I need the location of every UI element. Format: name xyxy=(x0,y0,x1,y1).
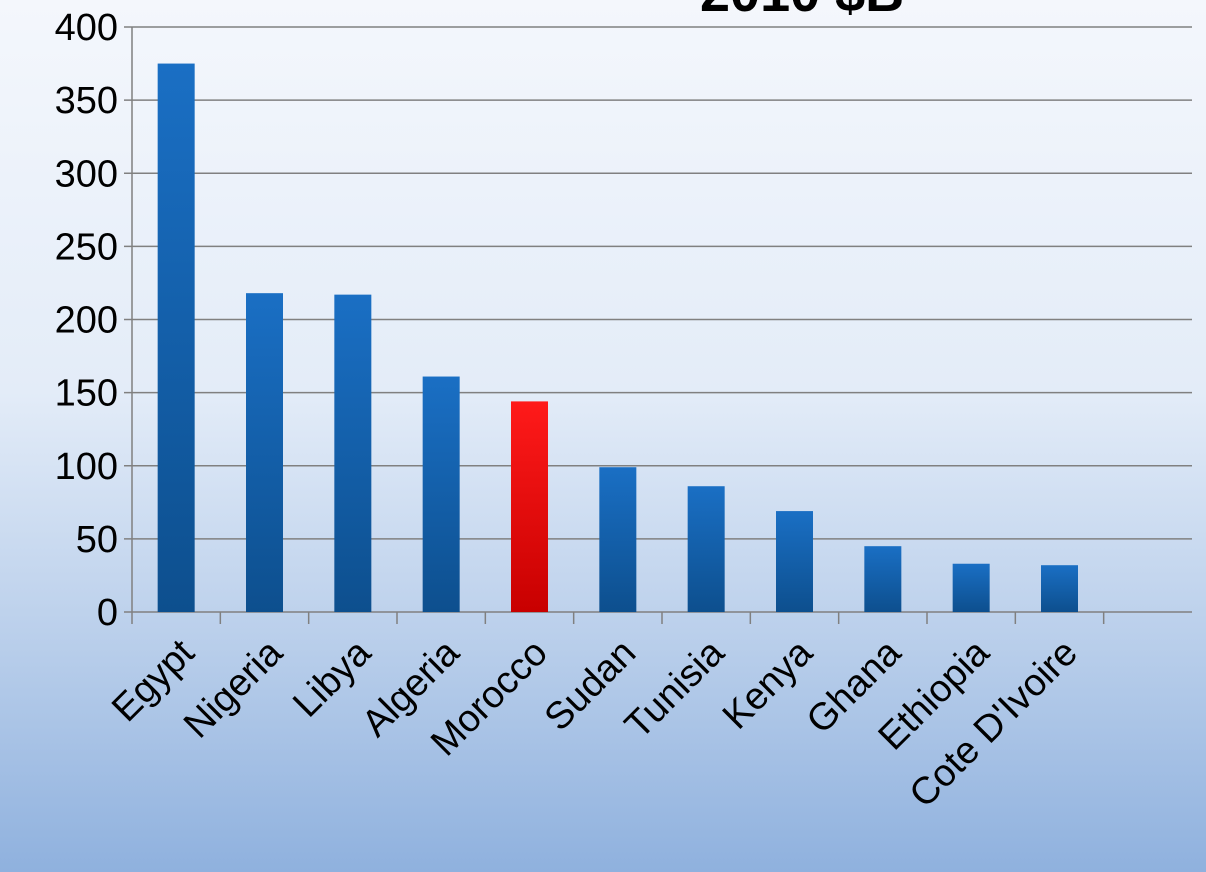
chart-title: 2010 $B xyxy=(700,0,904,24)
y-tick-label: 350 xyxy=(55,80,118,122)
bar-tunisia xyxy=(687,486,725,612)
bar-cote-d-ivoire xyxy=(1041,565,1078,612)
x-tick-label: Nigeria xyxy=(176,631,291,746)
y-tick-label: 200 xyxy=(55,300,118,342)
bar-morocco xyxy=(511,401,548,612)
bar-ghana xyxy=(864,546,902,612)
bar-ethiopia xyxy=(952,563,990,612)
bar-nigeria xyxy=(246,293,283,612)
y-tick-label: 100 xyxy=(55,446,118,488)
grid-lines xyxy=(132,26,1192,540)
axes xyxy=(124,26,1192,624)
bar-algeria xyxy=(422,376,460,612)
y-tick-label: 300 xyxy=(55,153,118,195)
x-tick-label: Kenya xyxy=(715,631,821,737)
x-tick-labels: EgyptNigeriaLibyaAlgeriaMoroccoSudanTuni… xyxy=(104,631,1086,816)
y-tick-labels: 0 50 100 150 200 250 300 350 400 xyxy=(55,7,118,634)
y-tick-label: 150 xyxy=(55,373,118,415)
y-tick-label: 0 xyxy=(97,592,118,634)
y-tick-label: 50 xyxy=(76,519,118,561)
x-tick-label: Tunisia xyxy=(617,631,733,747)
y-tick-label: 250 xyxy=(55,226,118,268)
bar-kenya xyxy=(776,511,813,612)
y-tick-label: 400 xyxy=(55,7,118,49)
bar-egypt xyxy=(157,63,195,612)
bar-libya xyxy=(334,294,372,612)
bar-sudan xyxy=(599,467,637,612)
bars xyxy=(157,63,1078,612)
